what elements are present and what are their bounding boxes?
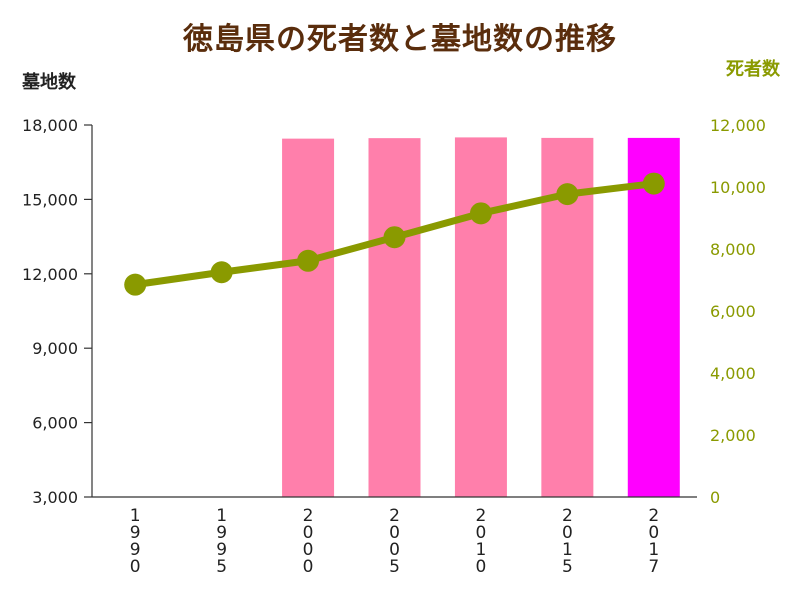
deaths-point-2000	[297, 249, 320, 272]
deaths-point-2010	[469, 202, 492, 225]
bar-2017	[627, 137, 680, 497]
bar-2010	[454, 137, 507, 497]
left-axis-title: 墓地数	[22, 72, 76, 93]
deaths-point-1995	[210, 261, 233, 284]
right-axis-title: 死者数	[726, 59, 780, 80]
left-tick-label: 9,000	[32, 339, 78, 358]
right-tick-label: 4,000	[710, 364, 756, 383]
chart-title: 徳島県の死者数と墓地数の推移	[183, 22, 617, 57]
left-tick-label: 15,000	[22, 190, 78, 209]
bar-2000	[282, 138, 335, 497]
left-tick-label: 3,000	[32, 488, 78, 507]
deaths-point-2015	[556, 183, 579, 206]
deaths-point-1990	[124, 273, 147, 296]
right-tick-label: 10,000	[710, 178, 766, 197]
deaths-point-2017	[642, 172, 665, 195]
left-tick-label: 12,000	[22, 265, 78, 284]
left-tick-label: 18,000	[22, 116, 78, 135]
right-tick-label: 2,000	[710, 426, 756, 445]
right-tick-label: 12,000	[710, 116, 766, 135]
left-tick-label: 6,000	[32, 414, 78, 433]
bar-2005	[368, 138, 421, 498]
right-tick-label: 0	[710, 488, 720, 507]
right-tick-label: 6,000	[710, 302, 756, 321]
right-tick-label: 8,000	[710, 240, 756, 259]
deaths-point-2005	[383, 226, 406, 249]
